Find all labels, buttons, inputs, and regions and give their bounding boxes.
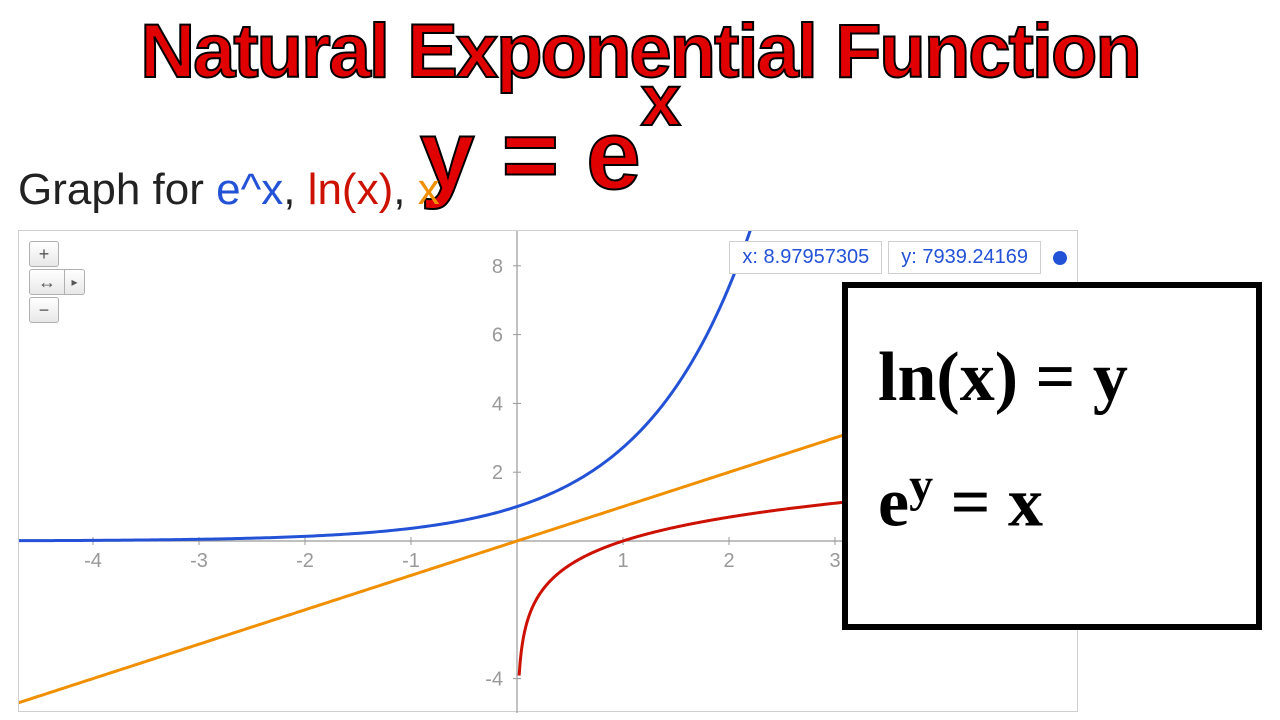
svg-text:8: 8 (492, 256, 503, 278)
eq1-rhs: = y (1018, 339, 1128, 416)
equation-line-2: ey = x (878, 458, 1226, 543)
graph-caption: Graph for e^x, ln(x), x (18, 165, 440, 215)
svg-text:-1: -1 (402, 550, 420, 572)
svg-text:3: 3 (829, 550, 840, 572)
caption-series-x: x (418, 165, 440, 214)
caption-series-exp: e^x (216, 165, 283, 214)
equation-box: ln(x) = y ey = x (842, 282, 1262, 630)
tooltip-x-value: 8.97957305 (764, 246, 870, 268)
svg-text:2: 2 (723, 550, 734, 572)
zoom-horizontal-button[interactable]: ↔ (29, 269, 65, 295)
caption-prefix: Graph for (18, 165, 216, 214)
zoom-in-button[interactable]: + (29, 241, 59, 267)
eq1-lhs: ln(x) (878, 339, 1018, 416)
page-title: Natural Exponential Function (0, 8, 1280, 95)
zoom-side-button[interactable]: ▸ (65, 269, 85, 295)
eq2-exp: y (909, 459, 933, 512)
equation-exponent: x (641, 61, 681, 141)
series-dot-icon (1053, 251, 1067, 265)
eq2-base: e (878, 464, 909, 541)
svg-text:6: 6 (492, 325, 503, 347)
tooltip-y: y: 7939.24169 (888, 241, 1041, 274)
tooltip-x-label: x: (742, 246, 758, 268)
svg-text:-3: -3 (190, 550, 208, 572)
zoom-out-button[interactable]: − (29, 297, 59, 323)
zoom-controls: + ↔ ▸ − (29, 241, 87, 323)
tooltip-y-value: 7939.24169 (922, 246, 1028, 268)
equation-base: y = e (420, 100, 641, 210)
hover-tooltip: x: 8.97957305 y: 7939.24169 ▾ (729, 241, 1067, 274)
caption-series-ln: ln(x) (308, 165, 394, 214)
svg-text:-4: -4 (84, 550, 102, 572)
tooltip-y-label: y: (901, 246, 917, 268)
svg-text:1: 1 (617, 550, 628, 572)
equation-display: y = ex (420, 90, 681, 212)
svg-text:-4: -4 (485, 669, 503, 691)
eq2-rhs: = x (951, 464, 1043, 541)
svg-text:-2: -2 (296, 550, 314, 572)
equation-line-1: ln(x) = y (878, 338, 1226, 418)
tooltip-x: x: 8.97957305 (729, 241, 882, 274)
svg-text:4: 4 (492, 393, 503, 415)
svg-text:2: 2 (492, 462, 503, 484)
